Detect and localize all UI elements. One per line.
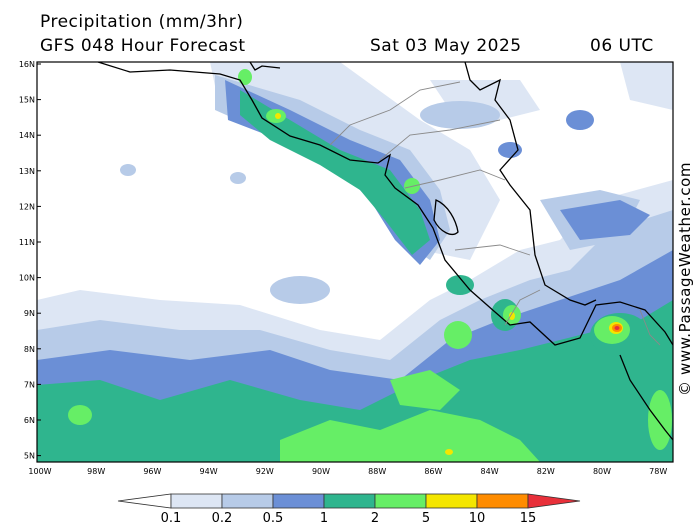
legend-swatch: [221, 493, 274, 509]
map-frame: [36, 61, 674, 463]
precipitation-legend: 0.1 0.2 0.5 1 2 5 10 15: [117, 493, 581, 525]
latitude-label: 5N: [24, 452, 35, 461]
legend-label: 0.2: [212, 511, 233, 525]
longitude-label: 94W: [200, 467, 218, 476]
latitude-label: 9N: [24, 309, 35, 318]
latitude-label: 7N: [24, 380, 35, 389]
legend-swatch: [170, 493, 223, 509]
legend-swatch: [272, 493, 325, 509]
latitude-label: 16N: [19, 60, 35, 69]
longitude-label: 80W: [593, 467, 611, 476]
legend-swatch: [476, 493, 529, 509]
country-borders: [329, 81, 661, 346]
legend-arrow-left: [117, 493, 172, 509]
longitude-label: 98W: [87, 467, 105, 476]
latitude-label: 11N: [19, 238, 35, 247]
latitude-label: 8N: [24, 345, 35, 354]
longitude-label: 90W: [312, 467, 330, 476]
legend-label: 1: [320, 511, 328, 525]
legend-swatch: [323, 493, 376, 509]
longitude-labels: 100W 98W 96W 94W 92W 90W 88W 86W 84W 82W 80W 78W: [28, 467, 667, 476]
legend-label: 2: [371, 511, 379, 525]
legend-arrow-right: [527, 493, 581, 509]
longitude-label: 92W: [256, 467, 274, 476]
legend-swatch: [425, 493, 478, 509]
legend-label: 5: [422, 511, 430, 525]
latitude-label: 10N: [19, 274, 35, 283]
legend-label: 0.1: [161, 511, 182, 525]
longitude-label: 84W: [481, 467, 499, 476]
latitude-label: 14N: [19, 131, 35, 140]
precipitation-field: [37, 62, 673, 462]
legend-label: 10: [469, 511, 486, 525]
legend-swatch: [374, 493, 427, 509]
legend-label: 0.5: [263, 511, 284, 525]
longitude-label: 96W: [143, 467, 161, 476]
longitude-label: 88W: [368, 467, 386, 476]
forecast-subtitle: GFS 048 Hour Forecast: [40, 36, 246, 56]
longitude-label: 82W: [537, 467, 555, 476]
latitude-label: 13N: [19, 167, 35, 176]
coastline: [97, 62, 673, 441]
longitude-label: 78W: [649, 467, 667, 476]
forecast-date: Sat 03 May 2025: [370, 36, 522, 56]
latitude-label: 12N: [19, 202, 35, 211]
longitude-label: 86W: [424, 467, 442, 476]
legend-label: 15: [520, 511, 537, 525]
chart-title: Precipitation (mm/3hr): [40, 12, 244, 32]
forecast-time: 06 UTC: [590, 36, 654, 56]
longitude-label: 100W: [28, 467, 51, 476]
latitude-labels: 16N 15N 14N 13N 12N 11N 10N 9N 8N 7N 6N 5N: [19, 60, 41, 461]
latitude-label: 15N: [19, 96, 35, 105]
latitude-label: 6N: [24, 416, 35, 425]
